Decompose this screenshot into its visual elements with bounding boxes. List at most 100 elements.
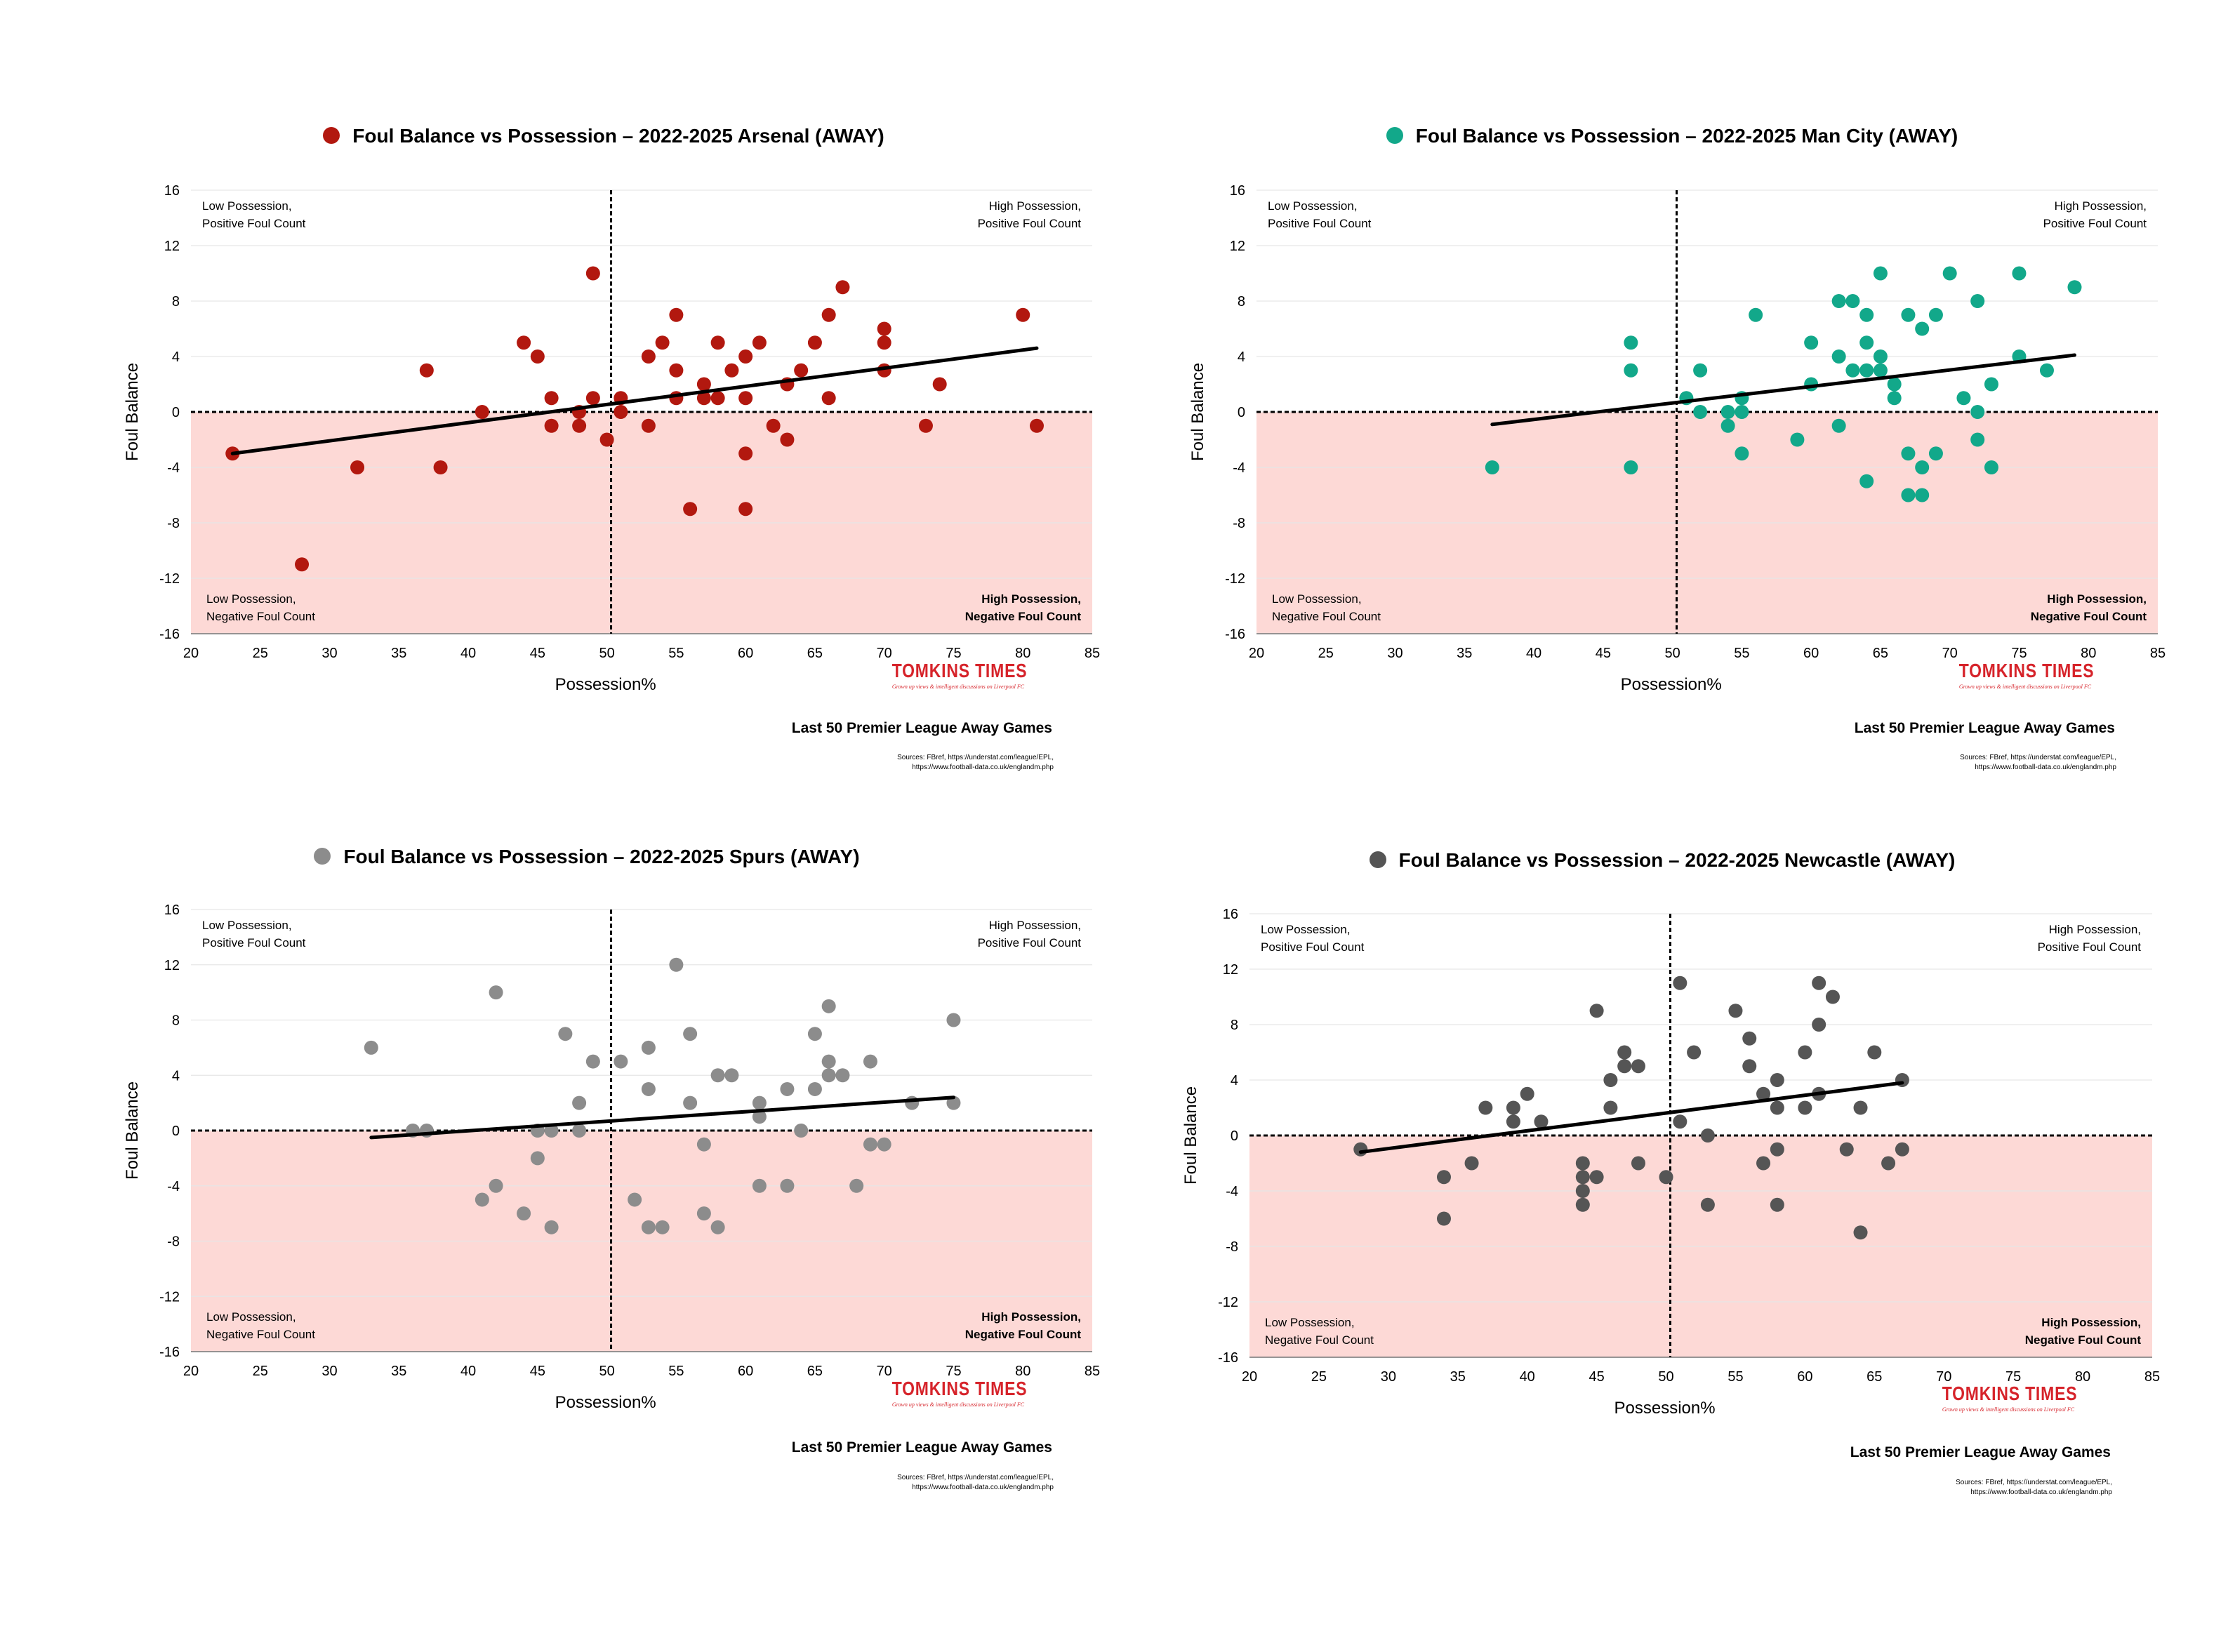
data-point: [2039, 363, 2054, 378]
data-point: [1575, 1197, 1590, 1212]
data-point: [738, 349, 753, 364]
data-point: [1589, 1004, 1604, 1018]
data-point: [1749, 307, 1763, 322]
data-point: [1478, 1100, 1493, 1115]
x-tick-label: 55: [668, 646, 684, 661]
data-point: [1624, 335, 1638, 350]
x-tick-label: 35: [1457, 646, 1472, 661]
y-tick-label: 0: [172, 405, 180, 420]
data-point: [877, 321, 891, 336]
legend-dot: [314, 848, 331, 865]
data-point: [655, 335, 670, 350]
data-point: [1631, 1156, 1645, 1171]
data-point: [1853, 1100, 1868, 1115]
x-tick-label: 55: [1734, 646, 1749, 661]
x-axis-label: Possession%: [555, 675, 656, 694]
data-point: [821, 999, 836, 1013]
x-tick-label: 65: [1866, 1369, 1882, 1385]
data-point: [1624, 363, 1638, 378]
x-tick-label: 85: [1085, 646, 1100, 661]
data-point: [544, 391, 559, 406]
data-point: [1942, 266, 1957, 281]
data-point: [1984, 460, 1998, 474]
data-point: [1901, 307, 1916, 322]
data-point: [724, 363, 739, 378]
data-point: [1798, 1045, 1812, 1060]
y-tick-label: -8: [1233, 516, 1245, 531]
data-point: [1756, 1156, 1771, 1171]
quadrant-label-top-left: Positive Foul Count: [1261, 940, 1365, 954]
data-point: [1770, 1197, 1784, 1212]
data-point: [1673, 1114, 1687, 1129]
data-point: [1859, 474, 1874, 488]
x-tick-label: 75: [946, 1364, 961, 1379]
chart-title-text: Foul Balance vs Possession – 2022-2025 M…: [1415, 125, 1958, 147]
y-tick-label: -16: [1218, 1350, 1238, 1366]
data-point: [1873, 266, 1888, 281]
data-point: [585, 266, 600, 281]
data-point: [1845, 363, 1860, 378]
x-tick-label: 80: [2075, 1369, 2090, 1385]
x-tick-label: 70: [877, 646, 892, 661]
data-point: [1831, 349, 1846, 364]
y-tick-label: 16: [1230, 183, 1245, 199]
y-tick-label: 0: [172, 1124, 180, 1139]
data-point: [572, 418, 587, 433]
x-tick-label: 50: [599, 646, 614, 661]
data-point: [641, 349, 656, 364]
quadrant-label-bottom-right: Negative Foul Count: [965, 1328, 1082, 1341]
chart-subtitle: Last 50 Premier League Away Games: [1854, 720, 2115, 736]
data-point: [1728, 1004, 1743, 1018]
tomkins-times-logo: TOMKINS TIMES Grown up views & intellige…: [1942, 1383, 2078, 1413]
data-point: [572, 1124, 587, 1138]
data-point: [475, 1192, 489, 1207]
quadrant-label-bottom-left: Low Possession,: [206, 1310, 296, 1324]
data-point: [752, 335, 767, 350]
data-point: [877, 335, 891, 350]
data-point: [1928, 446, 1943, 461]
x-tick-label: 40: [460, 1364, 476, 1379]
data-point: [918, 418, 933, 433]
data-point: [738, 446, 753, 461]
quadrant-label-bottom-right: Negative Foul Count: [965, 610, 1082, 623]
quadrant-label-top-left: Positive Foul Count: [202, 936, 306, 950]
data-point: [821, 307, 836, 322]
data-point: [1984, 377, 1998, 392]
y-tick-label: -12: [159, 571, 180, 587]
quadrant-label-bottom-right: Negative Foul Count: [2031, 610, 2147, 623]
data-point: [1881, 1156, 1896, 1171]
x-tick-label: 30: [321, 1364, 337, 1379]
data-point: [780, 432, 795, 447]
x-axis-label: Possession%: [1621, 675, 1722, 694]
legend-dot: [1369, 851, 1386, 868]
data-point: [863, 1054, 877, 1069]
quadrant-label-top-right: Positive Foul Count: [2043, 217, 2147, 230]
x-tick-label: 80: [1015, 1364, 1030, 1379]
sources-note: Sources: FBref, https://understat.com/le…: [1960, 754, 2116, 771]
y-tick-label: -12: [159, 1289, 180, 1305]
data-point: [932, 377, 947, 392]
x-tick-label: 45: [1596, 646, 1611, 661]
y-tick-label: 8: [1231, 1018, 1238, 1033]
quadrant-label-top-right: Positive Foul Count: [978, 217, 1082, 230]
x-tick-label: 65: [807, 646, 823, 661]
quadrant-label-bottom-left: Low Possession,: [1265, 1316, 1355, 1329]
tomkins-times-logo: TOMKINS TIMES Grown up views & intellige…: [891, 1378, 1028, 1408]
data-point: [628, 1192, 642, 1207]
x-tick-label: 45: [530, 1364, 545, 1379]
data-point: [683, 502, 698, 517]
data-point: [585, 1054, 600, 1069]
data-point: [1575, 1170, 1590, 1185]
data-point: [669, 363, 684, 378]
data-point: [1464, 1156, 1479, 1171]
data-point: [1693, 363, 1708, 378]
data-point: [641, 418, 656, 433]
data-point: [1915, 488, 1930, 502]
x-tick-label: 40: [1520, 1369, 1535, 1385]
y-tick-label: -16: [1225, 627, 1245, 642]
data-point: [1735, 446, 1749, 461]
x-tick-label: 40: [1526, 646, 1541, 661]
y-tick-label: -12: [1225, 571, 1245, 587]
x-tick-label: 65: [1873, 646, 1888, 661]
data-point: [807, 1081, 822, 1096]
